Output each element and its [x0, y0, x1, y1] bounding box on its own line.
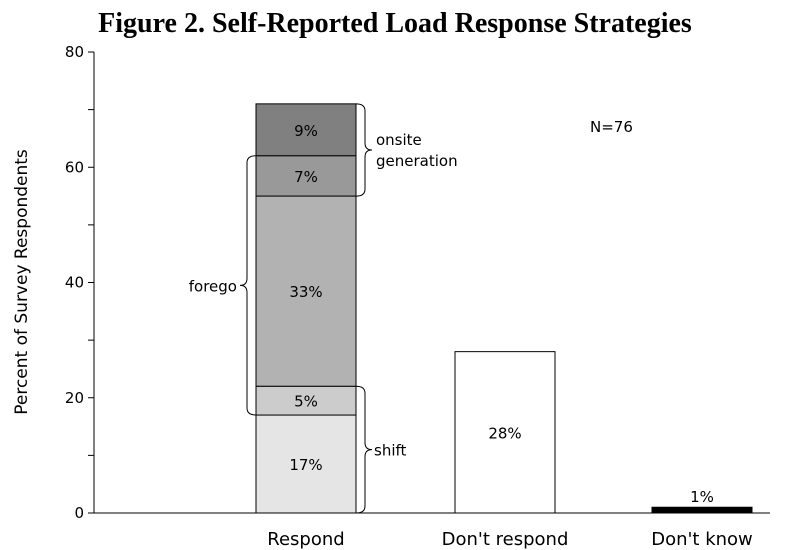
bar-data-label: 33%	[289, 283, 322, 301]
y-axis-label: Percent of Survey Respondents	[12, 149, 32, 415]
bar-data-label: 28%	[488, 424, 521, 442]
bar-data-label: 9%	[294, 122, 318, 140]
bar-labels: 17% 5% 33% 7% 9% Respond 28% Don't respond 1% Don…	[267, 122, 753, 550]
x-category-label: Respond	[267, 529, 344, 550]
annotation-sample-size: N=76	[590, 118, 633, 136]
bars	[255, 103, 753, 514]
bar-segment	[255, 414, 357, 514]
annotation-forego: forego	[189, 277, 237, 295]
y-tick-label: 0	[74, 504, 84, 522]
bar-segment	[255, 155, 357, 197]
brace-shift	[355, 385, 373, 514]
brace-onsite-generation	[355, 103, 373, 197]
x-category-label: Don't know	[651, 529, 753, 550]
y-tick-label: 80	[65, 43, 84, 61]
brace-forego	[239, 155, 257, 416]
bar-data-label: 1%	[690, 488, 714, 506]
bar-segment	[255, 195, 357, 387]
bar-segment	[651, 506, 753, 514]
bar-segment	[255, 385, 357, 416]
axes: 0 20 40 60 80	[65, 43, 770, 522]
bar-data-label: 17%	[289, 456, 322, 474]
annotation-onsite-generation: onsite	[376, 131, 422, 149]
bar-data-label: 7%	[294, 168, 318, 186]
y-tick-label: 60	[65, 158, 84, 176]
bar-segment	[255, 103, 357, 157]
annotation-onsite-generation: generation	[376, 152, 458, 170]
bar-segment	[454, 351, 556, 514]
annotations: onsite generation forego shift N=76	[189, 118, 633, 460]
x-category-label: Don't respond	[442, 529, 569, 550]
annotation-shift: shift	[374, 442, 407, 460]
bar-data-label: 5%	[294, 393, 318, 411]
chart-title: Figure 2. Self-Reported Load Response St…	[98, 8, 692, 39]
y-tick-label: 20	[65, 389, 84, 407]
y-tick-label: 40	[65, 274, 84, 292]
annotation-braces	[239, 103, 373, 514]
